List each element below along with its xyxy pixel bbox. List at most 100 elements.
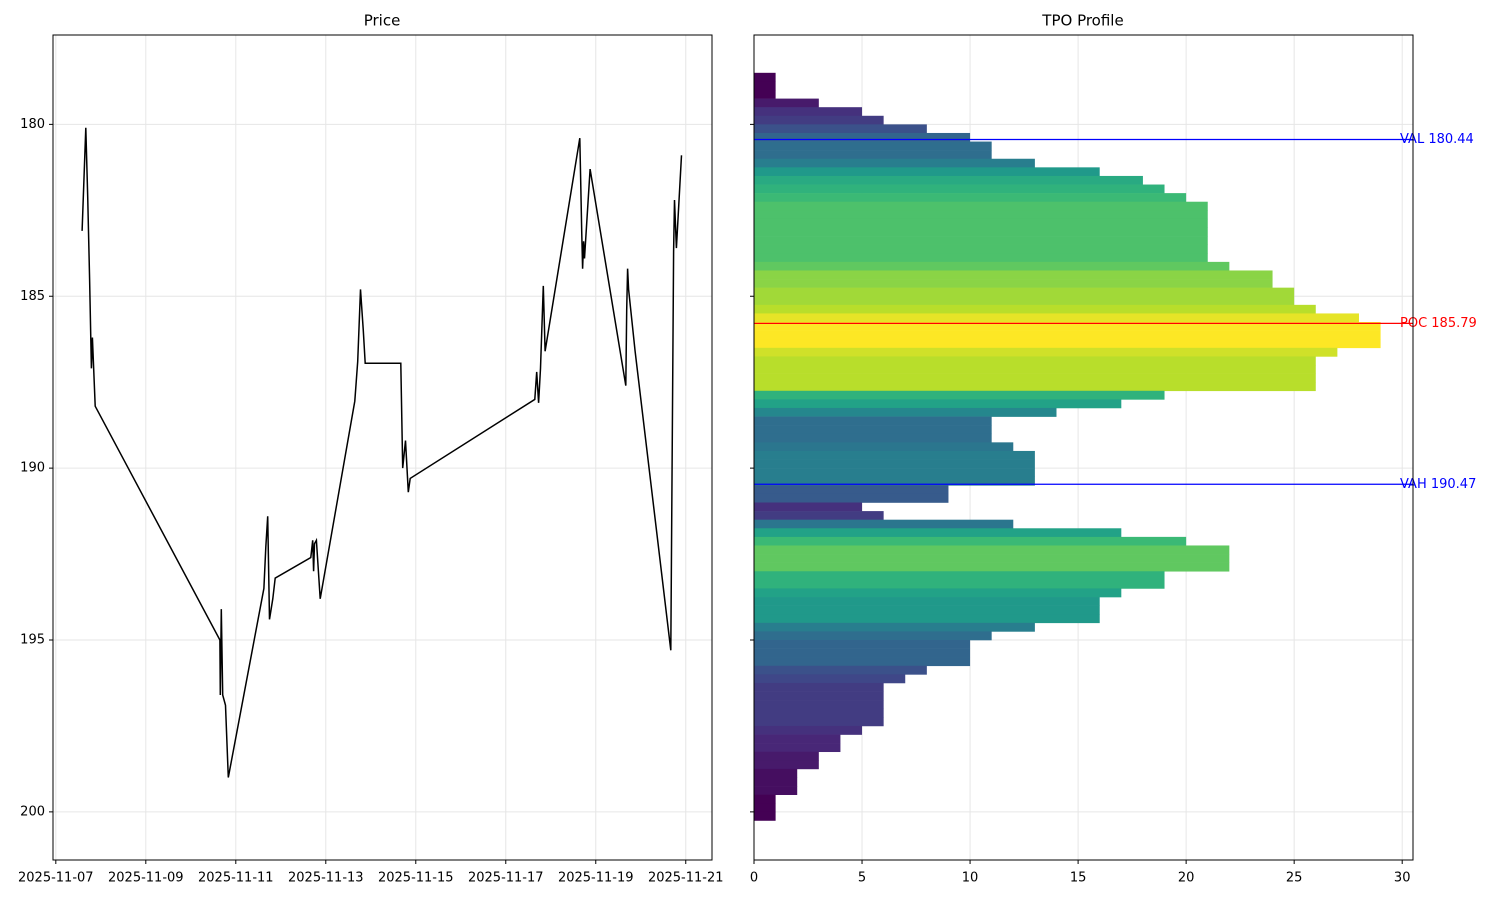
bar	[754, 433, 992, 443]
bar	[754, 279, 1273, 288]
bar	[754, 545, 1230, 555]
bar	[754, 107, 863, 117]
bar	[754, 640, 971, 649]
x-tick-label: 2025-11-09	[108, 871, 184, 886]
level-label: VAL 180.44	[1400, 132, 1474, 147]
chart-title: Price	[364, 12, 401, 30]
bar	[754, 201, 1208, 211]
bar	[754, 682, 884, 692]
bar	[754, 734, 841, 744]
bar	[754, 674, 906, 684]
x-tick-label: 2025-11-11	[198, 871, 274, 886]
bar	[754, 373, 1316, 383]
bar	[754, 356, 1316, 366]
bar	[754, 528, 1122, 538]
bar	[754, 803, 776, 813]
y-tick-label: 200	[20, 804, 45, 819]
x-tick-label: 30	[1394, 871, 1411, 886]
bar	[754, 571, 1165, 581]
bar	[754, 700, 884, 710]
bar	[754, 90, 776, 99]
bar	[754, 605, 1100, 615]
bar	[754, 631, 992, 641]
x-tick-label: 2025-11-17	[468, 871, 544, 886]
bar	[754, 657, 971, 667]
bar	[754, 347, 1338, 357]
bar	[754, 150, 992, 160]
bar	[754, 777, 798, 787]
bar	[754, 270, 1273, 280]
bar	[754, 493, 949, 503]
bar	[754, 184, 1165, 194]
bar	[754, 227, 1208, 237]
bar	[754, 124, 927, 134]
x-tick-label: 25	[1286, 871, 1303, 886]
chart-title: TPO Profile	[1041, 12, 1123, 30]
bar	[754, 399, 1122, 409]
y-tick-label: 195	[20, 633, 45, 648]
bar	[754, 579, 1165, 589]
bar	[754, 236, 1208, 245]
bar	[754, 72, 776, 82]
bar	[754, 244, 1208, 254]
bar	[754, 725, 863, 735]
axes-frame	[753, 34, 1414, 861]
bar	[754, 485, 949, 495]
bar	[754, 786, 798, 795]
bar	[754, 519, 1014, 529]
bar	[754, 304, 1316, 314]
axes-frame	[52, 34, 713, 861]
bar	[754, 794, 776, 804]
bar	[754, 158, 1035, 168]
y-tick-label: 185	[20, 289, 45, 304]
bar	[754, 588, 1122, 598]
bar	[754, 717, 884, 727]
x-tick-label: 10	[962, 871, 979, 886]
bar	[754, 193, 1187, 203]
bar	[754, 210, 1208, 220]
bar	[754, 416, 992, 426]
x-tick-label: 2025-11-13	[288, 871, 364, 886]
bar	[754, 597, 1100, 606]
bar	[754, 614, 1100, 624]
bar	[754, 502, 863, 512]
x-tick-label: 2025-11-21	[648, 871, 724, 886]
price-line	[81, 127, 683, 778]
bar	[754, 691, 884, 701]
bar	[754, 390, 1165, 400]
bar	[754, 218, 1208, 228]
bar	[754, 253, 1208, 263]
y-tick-label: 190	[20, 461, 45, 476]
bar	[754, 476, 1035, 486]
level-label: POC 185.79	[1400, 316, 1477, 331]
bar	[754, 743, 841, 753]
bar	[754, 442, 1014, 452]
x-tick-label: 20	[1178, 871, 1195, 886]
level-label: VAH 190.47	[1400, 477, 1476, 492]
bar	[754, 132, 971, 142]
x-tick-label: 5	[858, 871, 866, 886]
bar	[754, 554, 1230, 563]
x-tick-label: 2025-11-19	[558, 871, 634, 886]
bar	[754, 562, 1230, 572]
bar	[754, 287, 1295, 297]
bar	[754, 98, 819, 108]
bar	[754, 811, 776, 821]
bar	[754, 167, 1100, 177]
bar	[754, 768, 798, 778]
y-tick-label: 180	[20, 117, 45, 132]
x-tick-label: 2025-11-15	[378, 871, 454, 886]
bar	[754, 175, 1143, 185]
bar	[754, 141, 992, 151]
bar	[754, 708, 884, 718]
x-tick-label: 2025-11-07	[18, 871, 94, 886]
bar	[754, 296, 1295, 306]
bar	[754, 536, 1187, 546]
bar	[754, 665, 927, 675]
bar	[754, 468, 1035, 478]
bar	[754, 407, 1057, 417]
x-tick-label: 15	[1070, 871, 1087, 886]
bar	[754, 751, 819, 761]
bar	[754, 330, 1381, 340]
x-tick-label: 0	[750, 871, 758, 886]
